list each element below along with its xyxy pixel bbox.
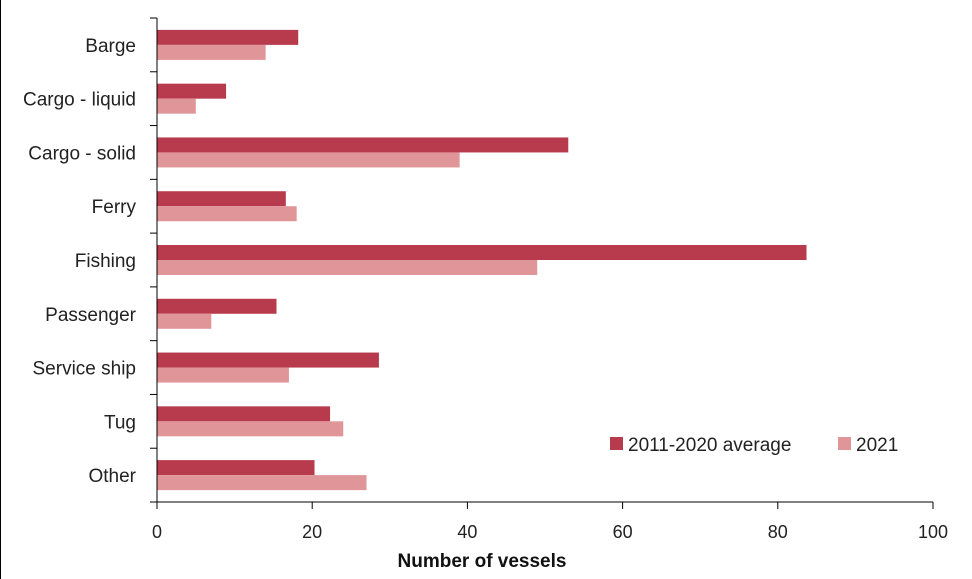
x-axis-title: Number of vessels <box>398 551 567 572</box>
bar-avg-1 <box>157 83 227 99</box>
legend-item-avg: 2011-2020 average <box>610 435 791 456</box>
category-label: Passenger <box>45 305 137 326</box>
bar-2021-6 <box>157 367 289 383</box>
x-tick-label: 20 <box>302 522 322 542</box>
legend-label: 2021 <box>856 435 898 456</box>
category-label: Service ship <box>33 359 137 380</box>
x-tick-label: 0 <box>152 522 162 542</box>
legend-label: 2011-2020 average <box>628 435 791 456</box>
bar-avg-5 <box>157 298 277 314</box>
bars-layer <box>157 29 807 491</box>
bar-2021-0 <box>157 44 266 60</box>
legend: 2011-2020 average 2021 <box>610 435 898 456</box>
category-label: Ferry <box>92 197 137 218</box>
x-axis: 0 20 40 60 80 100 <box>152 501 948 542</box>
bar-2021-1 <box>157 98 196 114</box>
bar-avg-8 <box>157 460 315 476</box>
bar-2021-8 <box>157 475 367 491</box>
category-label: Fishing <box>75 251 136 272</box>
category-label: Other <box>88 466 136 487</box>
category-label: Cargo - solid <box>28 143 136 164</box>
left-border <box>0 0 1 579</box>
category-label: Tug <box>104 412 136 433</box>
category-label: Cargo - liquid <box>23 90 136 111</box>
x-tick-label: 100 <box>918 522 948 542</box>
bar-2021-2 <box>157 152 460 168</box>
x-tick-label: 40 <box>457 522 477 542</box>
x-tick-label: 80 <box>768 522 788 542</box>
bar-avg-0 <box>157 29 299 45</box>
bar-2021-4 <box>157 260 538 275</box>
category-label: Barge <box>85 36 136 57</box>
bar-avg-2 <box>157 137 569 153</box>
bar-avg-4 <box>157 245 807 260</box>
bar-avg-7 <box>157 406 331 422</box>
bar-2021-7 <box>157 421 344 437</box>
x-tick-label: 60 <box>613 522 633 542</box>
legend-item-2021: 2021 <box>838 435 898 456</box>
legend-swatch <box>610 437 623 450</box>
bar-2021-3 <box>157 206 297 222</box>
bar-avg-3 <box>157 191 286 207</box>
bar-2021-5 <box>157 313 212 329</box>
legend-swatch <box>838 437 851 450</box>
y-axis: Barge Cargo - liquid Cargo - solid Ferry Fis… <box>23 17 158 503</box>
bar-avg-6 <box>157 352 379 368</box>
